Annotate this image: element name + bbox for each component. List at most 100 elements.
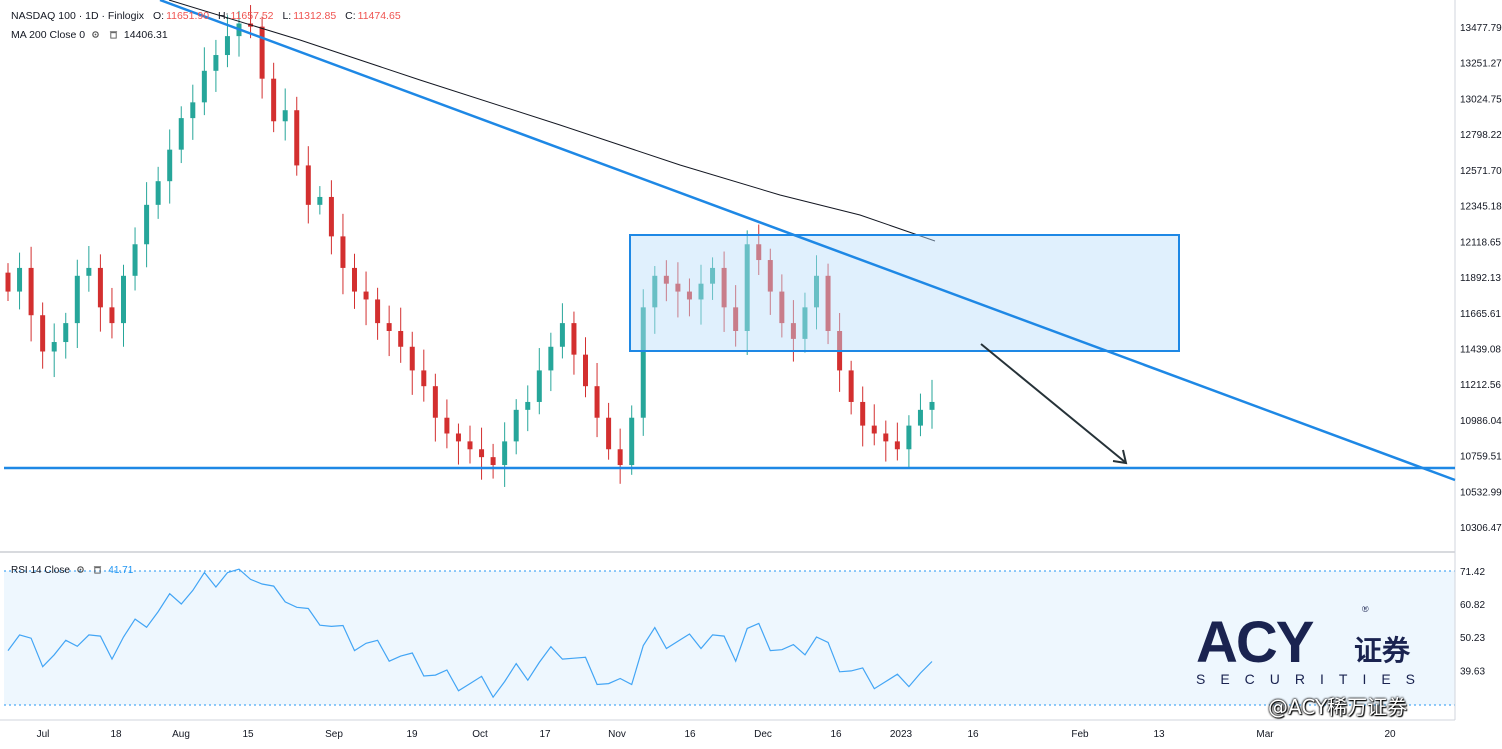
candle-body <box>467 441 473 450</box>
registered-mark-icon: ® <box>1362 606 1369 614</box>
candle-body <box>502 441 508 466</box>
time-tick-label: 20 <box>1384 729 1396 740</box>
price-tick-label: 10986.04 <box>1460 416 1502 427</box>
candle-body <box>640 307 646 418</box>
candle-body <box>536 370 542 402</box>
high-value: 11657.52 <box>230 10 274 22</box>
candle-body <box>559 323 565 347</box>
candle-body <box>455 433 461 442</box>
time-tick-label: 13 <box>1153 729 1165 740</box>
candle-body <box>40 315 46 352</box>
rsi-tick-label: 39.63 <box>1460 666 1485 677</box>
logo-text-cn: 证券 <box>1354 634 1411 667</box>
symbol-name: NASDAQ 100 · 1D · Finlogix <box>11 10 145 22</box>
watermark: @ACY稀万证券 <box>1268 695 1408 719</box>
candle-body <box>513 409 519 442</box>
candle-body <box>652 275 658 308</box>
candle-body <box>97 267 103 308</box>
candle-body <box>28 267 34 316</box>
time-tick-label: 19 <box>406 729 418 740</box>
candle-body <box>929 401 935 410</box>
rsi-delete-trash-icon[interactable] <box>93 565 102 574</box>
rsi-band <box>4 571 1455 705</box>
candle-body <box>398 330 404 347</box>
candle-body <box>860 401 866 426</box>
candle-body <box>594 386 600 418</box>
candle-body <box>201 70 207 103</box>
price-pane[interactable] <box>0 0 1455 552</box>
open-value: 11651.90 <box>166 10 210 22</box>
candle-body <box>871 425 877 434</box>
time-tick-label: 16 <box>967 729 979 740</box>
candle-body <box>744 244 750 331</box>
candle-body <box>86 267 92 276</box>
candle-body <box>802 307 808 339</box>
symbol-legend[interactable]: NASDAQ 100 · 1D · Finlogix O: 11651.90 H:… <box>11 10 401 22</box>
candle-body <box>814 275 819 308</box>
rsi-tick-label: 71.42 <box>1460 567 1485 578</box>
candle-body <box>432 386 438 418</box>
price-tick-label: 11212.56 <box>1460 380 1501 391</box>
candle-series <box>5 5 935 487</box>
candle-body <box>328 196 334 237</box>
rsi-line <box>7 568 933 699</box>
candle-body <box>375 299 381 324</box>
candle-body <box>779 291 785 324</box>
candle-body <box>213 55 219 71</box>
candle-body <box>340 236 346 268</box>
candle-body <box>848 370 854 402</box>
price-tick-label: 13251.27 <box>1460 59 1502 70</box>
candle-body <box>155 181 161 205</box>
candle-body <box>790 323 796 339</box>
rsi-settings-gear-icon[interactable] <box>76 565 85 574</box>
price-tick-label: 11665.61 <box>1460 309 1501 320</box>
candle-body <box>698 283 704 300</box>
candle-body <box>305 165 311 205</box>
candle-body <box>317 196 323 205</box>
time-tick-label: Dec <box>754 729 772 740</box>
candle-body <box>386 323 392 331</box>
range-box <box>629 234 1180 352</box>
settings-gear-icon[interactable] <box>91 30 100 39</box>
candle-body <box>686 291 692 300</box>
rsi-legend[interactable]: RSI 14 Close 41.71 <box>11 565 133 576</box>
time-tick-label: Sep <box>325 729 343 740</box>
delete-trash-icon[interactable] <box>109 30 118 39</box>
rsi-series <box>7 568 933 699</box>
candle-body <box>259 26 265 79</box>
candle-body <box>606 417 612 450</box>
low-value: 11312.85 <box>293 10 337 22</box>
price-tick-label: 11892.13 <box>1460 273 1501 284</box>
time-tick-label: 16 <box>830 729 842 740</box>
candle-body <box>825 275 831 331</box>
candle-body <box>663 275 669 284</box>
candle-body <box>178 118 184 150</box>
candle-body <box>721 267 727 308</box>
price-tick-label: 10759.51 <box>1460 452 1502 463</box>
price-axis: 13477.79 13251.27 13024.75 12798.22 12571.70… <box>1460 23 1502 534</box>
price-tick-label: 11439.08 <box>1460 344 1501 355</box>
time-tick-label: 15 <box>242 729 254 740</box>
candle-body <box>271 78 277 122</box>
logo-text-main: ACY <box>1196 610 1314 675</box>
ma200-line <box>168 0 936 242</box>
candle-body <box>294 110 300 166</box>
price-tick-label: 13477.79 <box>1460 23 1502 34</box>
candle-body <box>617 449 623 466</box>
candle-body <box>571 323 577 355</box>
time-tick-label: Feb <box>1071 729 1089 740</box>
candle-body <box>144 204 150 245</box>
price-tick-label: 10306.47 <box>1460 523 1502 534</box>
candle-body <box>525 401 531 410</box>
acy-securities-logo: ACY 证券 ® SECURITIES <box>1196 606 1415 687</box>
time-tick-label: Jul <box>37 729 50 740</box>
time-tick-label: Mar <box>1256 729 1274 740</box>
time-tick-label: Oct <box>472 729 488 740</box>
projection-arrow <box>980 343 1126 463</box>
price-tick-label: 12798.22 <box>1460 130 1502 141</box>
candle-body <box>74 275 80 324</box>
time-tick-label: Aug <box>172 729 190 740</box>
ma-legend[interactable]: MA 200 Close 0 14406.31 <box>11 29 168 41</box>
candle-body <box>109 307 115 324</box>
